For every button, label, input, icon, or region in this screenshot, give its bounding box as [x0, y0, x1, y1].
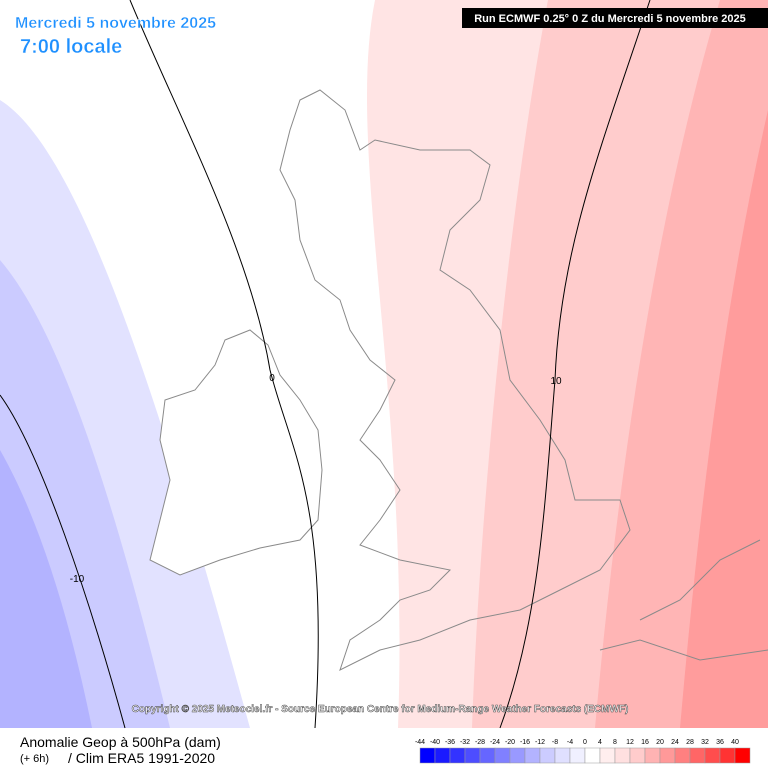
colorbar-box [734, 747, 751, 764]
colorbar-box [464, 747, 481, 764]
colorbar-box [524, 747, 541, 764]
colorbar-box [509, 747, 526, 764]
contour-label: 10 [550, 376, 562, 387]
contour-line [0, 394, 126, 729]
colorbar-label: 8 [613, 739, 617, 746]
colorbar-box [479, 747, 496, 764]
colorbar-label: -8 [552, 739, 558, 746]
anomaly-band [0, 450, 92, 728]
colorbar-label: -40 [430, 739, 440, 746]
colorbar-label: -36 [445, 739, 455, 746]
footer-lead: (+ 6h) [20, 753, 49, 765]
coastline-continent [599, 539, 768, 661]
colorbar-label: -32 [460, 739, 470, 746]
colorbar-box [584, 747, 601, 764]
colorbar-label: 0 [583, 739, 587, 746]
colorbar-box [569, 747, 586, 764]
colorbar-box [704, 747, 721, 764]
colorbar-label: 28 [686, 739, 694, 746]
colorbar-box [599, 747, 616, 764]
footer-title: Anomalie Geop à 500hPa (dam) [20, 734, 221, 750]
colorbar-label: 32 [701, 739, 709, 746]
colorbar-label: 24 [671, 739, 679, 746]
colorbar-box [614, 747, 631, 764]
run-info: Run ECMWF 0.25° 0 Z du Mercredi 5 novemb… [474, 13, 746, 25]
colorbar-box [629, 747, 646, 764]
contour-label: -10 [70, 574, 85, 585]
coastline-britain [279, 89, 631, 671]
colorbar-box [689, 747, 706, 764]
run-box [462, 8, 768, 28]
colorbar-box [434, 747, 451, 764]
coastline-ireland [149, 329, 323, 576]
footer-clim: / Clim ERA5 1991-2020 [68, 750, 215, 766]
colorbar-label: 20 [656, 739, 664, 746]
colorbar-box [449, 747, 466, 764]
colorbar-label: -16 [520, 739, 530, 746]
colorbar-label: -20 [505, 739, 515, 746]
colorbar-label: -24 [490, 739, 500, 746]
colorbar-label: -4 [567, 739, 573, 746]
contour-label: 0 [269, 373, 275, 384]
header-time: 7:00 locale [20, 36, 122, 58]
colorbar-label: 40 [731, 739, 739, 746]
contour-line [129, 0, 319, 729]
colorbar-box [719, 747, 736, 764]
colorbar-box [644, 747, 661, 764]
copyright: Copyright © 2025 Meteociel.fr - Source E… [132, 704, 629, 715]
colorbar-label: -28 [475, 739, 485, 746]
colorbar-label: 4 [598, 739, 602, 746]
colorbar-label: -44 [415, 739, 425, 746]
colorbar-box [659, 747, 676, 764]
colorbar-label: -12 [535, 739, 545, 746]
colorbar-label: 12 [626, 739, 634, 746]
colorbar-box [419, 747, 436, 764]
contour-line [499, 0, 651, 729]
header-date: Mercredi 5 novembre 2025 [15, 15, 216, 32]
colorbar-box [494, 747, 511, 764]
colorbar-box [539, 747, 556, 764]
colorbar-label: 36 [716, 739, 724, 746]
colorbar-label: 16 [641, 739, 649, 746]
colorbar-box [554, 747, 571, 764]
colorbar-box [674, 747, 691, 764]
anomaly-band [680, 110, 768, 728]
